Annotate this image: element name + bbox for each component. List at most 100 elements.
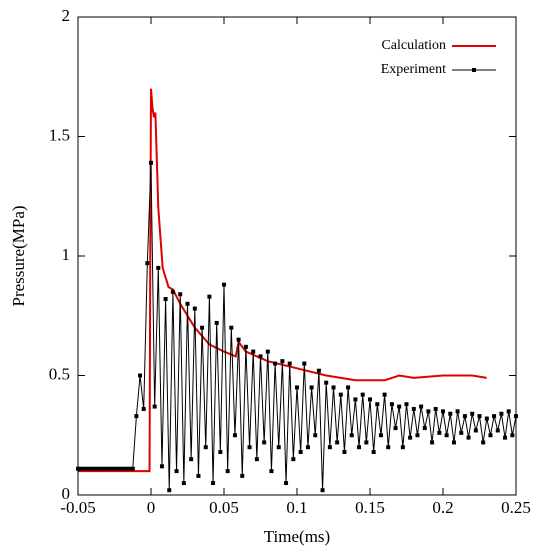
- data-point: [459, 430, 464, 435]
- data-point: [430, 440, 435, 445]
- data-point: [214, 320, 219, 325]
- plot-frame: [77, 16, 517, 496]
- data-point: [276, 445, 281, 450]
- data-point: [101, 466, 106, 471]
- data-point: [400, 445, 405, 450]
- data-point: [411, 406, 416, 411]
- legend: Calculation Experiment: [381, 38, 496, 77]
- data-point: [455, 409, 460, 414]
- data-point: [196, 473, 201, 478]
- data-point: [273, 361, 278, 366]
- data-point: [163, 297, 168, 302]
- data-point: [265, 349, 270, 354]
- data-point: [112, 466, 117, 471]
- data-point: [477, 414, 482, 419]
- data-point: [240, 473, 245, 478]
- data-point: [170, 289, 175, 294]
- data-point: [305, 445, 310, 450]
- data-point: [108, 466, 113, 471]
- data-point: [90, 466, 95, 471]
- data-point: [302, 361, 307, 366]
- data-point: [159, 464, 164, 469]
- data-point: [335, 440, 340, 445]
- data-point: [309, 385, 314, 390]
- data-point: [378, 433, 383, 438]
- data-point: [207, 294, 212, 299]
- y-tick-label: 1.5: [49, 125, 70, 144]
- data-point: [295, 385, 299, 390]
- data-line: [78, 88, 487, 473]
- data-point: [291, 457, 296, 462]
- data-point: [258, 354, 263, 359]
- data-point: [181, 481, 186, 486]
- legend-marker: [472, 68, 476, 72]
- data-point: [484, 416, 489, 421]
- data-point: [346, 385, 351, 390]
- data-point: [353, 397, 358, 402]
- y-tick-label: 1: [62, 245, 71, 264]
- x-tick-label: -0.05: [60, 498, 95, 517]
- x-tick-label: 0: [147, 498, 156, 517]
- data-point: [451, 440, 456, 445]
- data-point: [320, 488, 325, 493]
- data-point: [338, 392, 343, 397]
- data-point: [211, 481, 216, 486]
- data-point: [298, 449, 303, 454]
- data-point: [441, 409, 445, 414]
- data-point: [79, 466, 84, 471]
- x-axis-label: Time(ms): [264, 527, 330, 546]
- data-point: [473, 428, 478, 433]
- data-point: [200, 325, 205, 330]
- data-point: [324, 380, 329, 385]
- data-point: [83, 466, 88, 471]
- data-point: [229, 325, 234, 330]
- data-point: [127, 466, 132, 471]
- data-point: [495, 428, 500, 433]
- data-point: [123, 466, 128, 471]
- data-point: [448, 411, 453, 416]
- data-point: [138, 373, 143, 378]
- data-point: [408, 435, 413, 440]
- data-point: [134, 414, 139, 419]
- data-point: [364, 440, 369, 445]
- y-tick-label: 0: [62, 484, 71, 503]
- data-point: [130, 466, 135, 471]
- data-point: [269, 469, 274, 474]
- data-point: [382, 392, 387, 397]
- data-point: [287, 361, 292, 366]
- x-tick-label: 0.25: [501, 498, 531, 517]
- data-point: [393, 426, 398, 431]
- data-point: [331, 385, 336, 390]
- data-point: [145, 261, 150, 266]
- data-point: [422, 426, 427, 431]
- data-point: [119, 466, 124, 471]
- data-point: [426, 409, 431, 414]
- data-line: [78, 162, 517, 491]
- data-point: [510, 433, 515, 438]
- data-point: [492, 414, 497, 419]
- data-point: [313, 433, 318, 438]
- data-point: [251, 349, 256, 354]
- y-tick-label: 0.5: [49, 364, 70, 383]
- data-point: [404, 402, 409, 407]
- data-point: [167, 488, 172, 493]
- data-point: [97, 466, 102, 471]
- data-point: [462, 414, 467, 419]
- legend-label: Calculation: [381, 38, 446, 53]
- data-point: [280, 359, 285, 364]
- data-point: [419, 404, 424, 409]
- data-point: [284, 481, 289, 486]
- data-point: [86, 466, 91, 471]
- data-point: [247, 445, 252, 450]
- data-point: [368, 397, 372, 402]
- data-point: [116, 466, 121, 471]
- x-tick-label: 0.05: [209, 498, 239, 517]
- data-point: [156, 265, 161, 270]
- data-point: [466, 435, 471, 440]
- data-point: [105, 466, 110, 471]
- data-point: [342, 449, 347, 454]
- data-point: [349, 433, 354, 438]
- data-point: [375, 402, 380, 407]
- data-point: [437, 430, 442, 435]
- data-point: [185, 301, 190, 306]
